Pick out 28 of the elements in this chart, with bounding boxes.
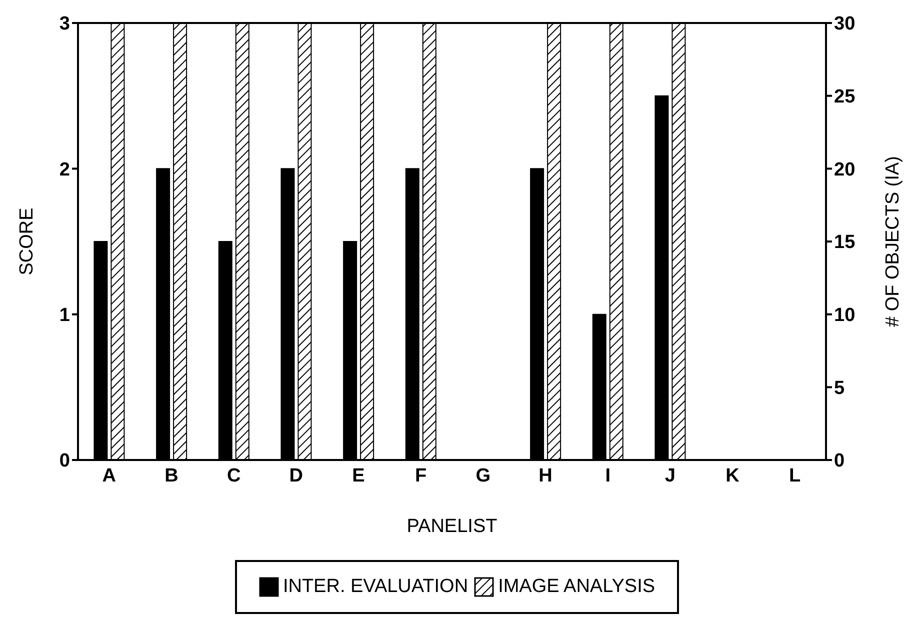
y2-tick-label: 5 xyxy=(834,378,845,399)
x-tick-label: K xyxy=(726,465,740,486)
x-tick-label: F xyxy=(415,465,427,486)
y2-tick-label: 20 xyxy=(834,159,856,180)
x-axis-title: PANELIST xyxy=(406,516,498,537)
y2-tick-label: 30 xyxy=(834,14,856,35)
x-tick-label: C xyxy=(226,465,241,486)
y2-tick-label: 10 xyxy=(834,305,856,326)
legend-label: INTER. EVALUATION xyxy=(282,576,468,598)
x-tick-label: A xyxy=(102,465,116,486)
x-tick-label: G xyxy=(476,465,491,486)
x-tick-label: I xyxy=(605,465,610,486)
x-tick-label: E xyxy=(352,465,365,486)
y2-tick-label: 0 xyxy=(834,450,845,472)
y2-tick-label: 25 xyxy=(834,86,856,108)
y2-axis-title: # OF OBJECTS (IA) xyxy=(882,156,904,328)
x-tick-label: L xyxy=(789,465,802,486)
y-tick-label: 3 xyxy=(59,14,70,35)
x-tick-label: H xyxy=(538,465,552,486)
y-axis-title: SCORE xyxy=(16,208,38,276)
y-tick-label: 2 xyxy=(59,159,70,180)
x-tick-label: D xyxy=(289,465,304,486)
x-tick-label: J xyxy=(664,465,676,486)
y2-tick-label: 15 xyxy=(834,232,856,254)
y-tick-label: 0 xyxy=(59,450,70,472)
legend-label: IMAGE ANALYSIS xyxy=(498,576,656,598)
x-tick-label: B xyxy=(164,465,178,486)
y-tick-label: 1 xyxy=(59,305,70,326)
